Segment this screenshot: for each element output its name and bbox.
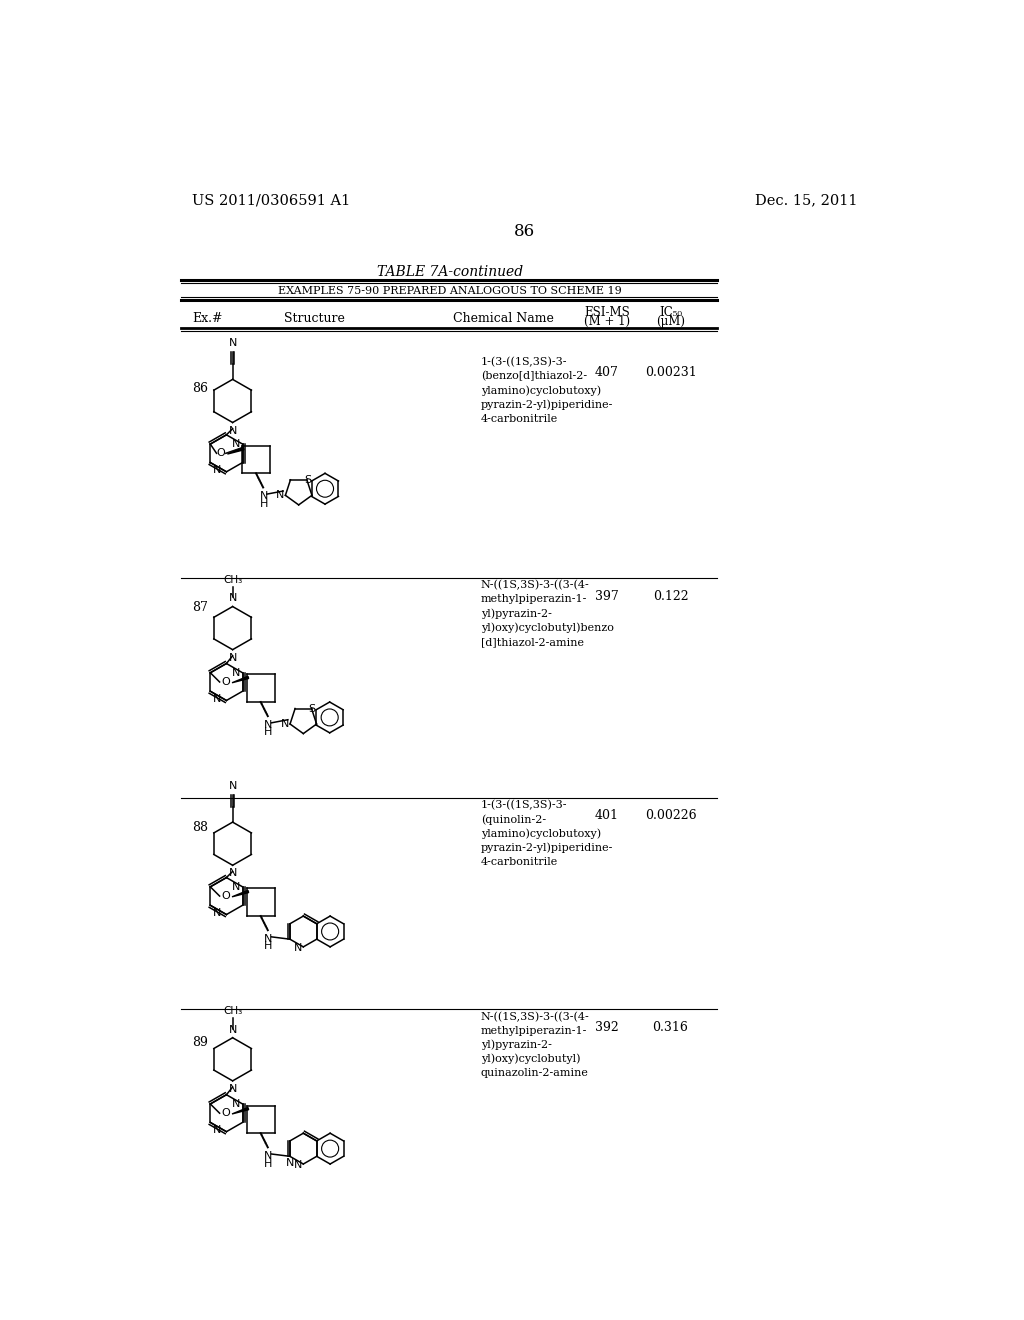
Polygon shape [232, 676, 249, 682]
Text: 87: 87 [193, 601, 208, 614]
Text: H: H [264, 1159, 272, 1168]
Text: N: N [281, 719, 289, 729]
Text: N: N [228, 425, 237, 436]
Text: 89: 89 [193, 1036, 208, 1049]
Text: N: N [213, 693, 221, 704]
Text: ESI-MS: ESI-MS [584, 306, 630, 319]
Text: 392: 392 [595, 1020, 618, 1034]
Text: 0.00231: 0.00231 [645, 367, 696, 379]
Text: O: O [217, 449, 225, 458]
Text: N: N [228, 594, 237, 603]
Text: N: N [294, 942, 302, 953]
Text: N: N [231, 440, 241, 449]
Text: CH₃: CH₃ [223, 1006, 243, 1016]
Polygon shape [227, 447, 244, 454]
Text: 88: 88 [193, 821, 208, 834]
Text: 397: 397 [595, 590, 618, 603]
Text: IC₅₀: IC₅₀ [659, 306, 682, 319]
Text: O: O [221, 891, 230, 902]
Text: N: N [231, 882, 241, 892]
Text: N: N [286, 1158, 294, 1168]
Text: N: N [228, 1084, 237, 1094]
Polygon shape [232, 891, 249, 896]
Text: N: N [264, 1151, 272, 1160]
Text: US 2011/0306591 A1: US 2011/0306591 A1 [193, 194, 350, 207]
Text: H: H [260, 499, 268, 508]
Text: Chemical Name: Chemical Name [454, 312, 554, 325]
Text: Ex.#: Ex.# [193, 312, 223, 325]
Text: CH₃: CH₃ [223, 576, 243, 585]
Text: S: S [304, 475, 311, 484]
Text: N: N [213, 908, 221, 917]
Text: 86: 86 [514, 223, 536, 240]
Text: N: N [264, 719, 272, 730]
Text: (μM): (μM) [656, 315, 685, 329]
Text: N: N [294, 1160, 302, 1170]
Text: N: N [264, 933, 272, 944]
Text: N: N [213, 465, 221, 475]
Text: 0.316: 0.316 [652, 1020, 688, 1034]
Text: 1-(3-((1S,3S)-3-
(benzo[d]thiazol-2-
ylamino)cyclobutoxy)
pyrazin-2-yl)piperidin: 1-(3-((1S,3S)-3- (benzo[d]thiazol-2- yla… [480, 358, 613, 424]
Text: N-((1S,3S)-3-((3-(4-
methylpiperazin-1-
yl)pyrazin-2-
yl)oxy)cyclobutyl)
quinazo: N-((1S,3S)-3-((3-(4- methylpiperazin-1- … [480, 1011, 590, 1078]
Text: N: N [228, 1024, 237, 1035]
Text: N: N [231, 1100, 241, 1109]
Text: H: H [264, 727, 272, 738]
Text: N: N [228, 338, 237, 348]
Text: N: N [228, 869, 237, 878]
Text: N: N [260, 491, 268, 502]
Text: O: O [221, 1109, 230, 1118]
Text: 407: 407 [595, 367, 618, 379]
Text: N: N [213, 1125, 221, 1135]
Polygon shape [232, 1107, 249, 1114]
Text: (M + 1): (M + 1) [584, 315, 630, 329]
Text: H: H [264, 941, 272, 952]
Text: EXAMPLES 75-90 PREPARED ANALOGOUS TO SCHEME 19: EXAMPLES 75-90 PREPARED ANALOGOUS TO SCH… [278, 286, 622, 296]
Text: N: N [228, 653, 237, 663]
Text: N: N [276, 490, 285, 500]
Text: Structure: Structure [284, 312, 344, 325]
Text: 401: 401 [595, 809, 618, 822]
Text: N-((1S,3S)-3-((3-(4-
methylpiperazin-1-
yl)pyrazin-2-
yl)oxy)cyclobutyl)benzo
[d: N-((1S,3S)-3-((3-(4- methylpiperazin-1- … [480, 581, 613, 647]
Text: TABLE 7A-continued: TABLE 7A-continued [377, 265, 522, 280]
Text: S: S [308, 704, 315, 714]
Text: 0.122: 0.122 [652, 590, 688, 603]
Text: 0.00226: 0.00226 [645, 809, 696, 822]
Text: 1-(3-((1S,3S)-3-
(quinolin-2-
ylamino)cyclobutoxy)
pyrazin-2-yl)piperidine-
4-ca: 1-(3-((1S,3S)-3- (quinolin-2- ylamino)cy… [480, 800, 613, 867]
Text: Dec. 15, 2011: Dec. 15, 2011 [755, 194, 857, 207]
Text: N: N [231, 668, 241, 677]
Text: N: N [228, 780, 237, 791]
Text: 86: 86 [193, 381, 208, 395]
Text: O: O [221, 677, 230, 686]
